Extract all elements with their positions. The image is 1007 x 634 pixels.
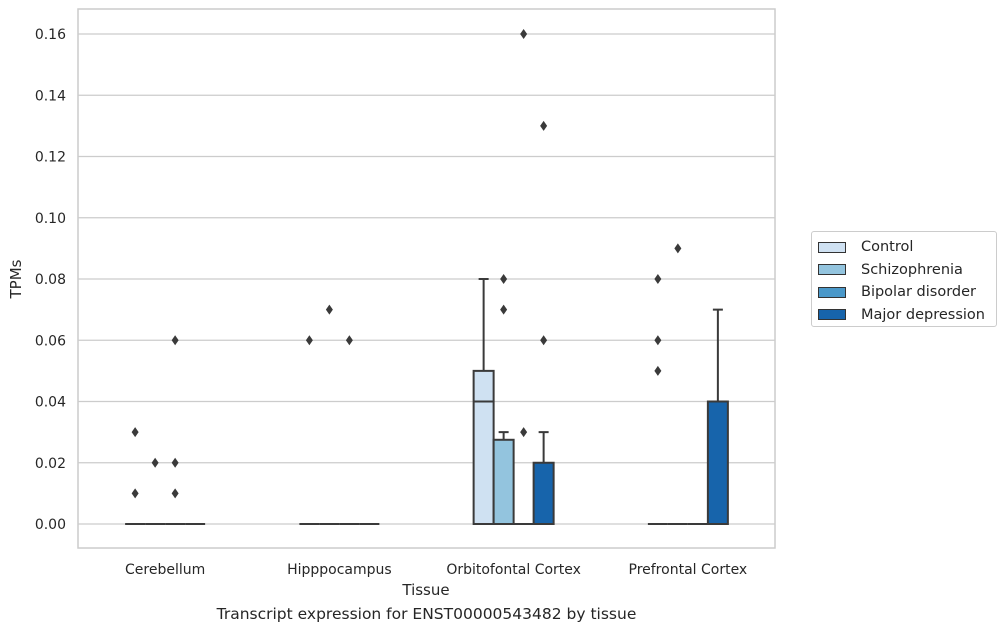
flier-point bbox=[654, 335, 662, 346]
grid-lines bbox=[78, 33, 775, 525]
legend-swatch bbox=[818, 309, 846, 321]
flier-point bbox=[540, 120, 548, 131]
legend-label: Bipolar disorder bbox=[861, 284, 976, 301]
box bbox=[532, 461, 555, 525]
legend-label: Control bbox=[861, 239, 914, 256]
y-tick-label: 0.10 bbox=[35, 211, 66, 227]
y-tick-labels: 0.00 0.02 0.04 0.06 0.08 0.10 0.12 0.14 0.16 bbox=[35, 27, 66, 533]
chart-caption: Transcript expression for ENST0000054348… bbox=[216, 605, 637, 623]
y-tick-label: 0.16 bbox=[35, 27, 66, 43]
flier-point bbox=[520, 427, 528, 438]
legend-swatch bbox=[818, 264, 846, 276]
y-tick-label: 0.00 bbox=[35, 517, 66, 533]
y-tick-label: 0.12 bbox=[35, 150, 66, 166]
legend-label: Major depression bbox=[861, 306, 985, 323]
y-tick-label: 0.08 bbox=[35, 272, 66, 288]
flier-layer bbox=[131, 29, 682, 499]
x-axis-label: Tissue bbox=[401, 581, 449, 599]
flier-point bbox=[654, 274, 662, 284]
flier-point bbox=[305, 335, 313, 346]
flier-point bbox=[540, 335, 548, 346]
y-tick-label: 0.06 bbox=[35, 333, 66, 349]
x-tick-label: Orbitofontal Cortex bbox=[446, 562, 581, 578]
flier-point bbox=[345, 335, 353, 346]
x-tick-label: Hipppocampus bbox=[287, 562, 392, 578]
x-tick-label: Prefrontal Cortex bbox=[629, 562, 748, 578]
flier-point bbox=[674, 243, 682, 254]
flier-point bbox=[151, 457, 159, 468]
legend-swatch bbox=[818, 286, 846, 298]
legend-item: Control bbox=[818, 236, 996, 259]
flier-point bbox=[654, 365, 662, 376]
plot-frame bbox=[77, 8, 776, 549]
legend-item: Schizophrenia bbox=[818, 259, 996, 282]
legend: Control Schizophrenia Bipolar disorder Majo… bbox=[811, 231, 997, 327]
y-tick-label: 0.02 bbox=[35, 456, 66, 472]
box bbox=[472, 369, 495, 525]
legend-item: Bipolar disorder bbox=[818, 281, 996, 304]
legend-swatch bbox=[818, 241, 846, 253]
flier-point bbox=[171, 335, 179, 346]
flier-point bbox=[520, 29, 528, 39]
y-axis-label: TPMs bbox=[7, 259, 25, 299]
flier-point bbox=[131, 488, 139, 499]
box bbox=[492, 438, 515, 525]
x-tick-labels: Cerebellum Hipppocampus Orbitofontal Corte… bbox=[125, 562, 747, 578]
flier-point bbox=[325, 304, 333, 315]
flier-point bbox=[171, 457, 179, 468]
legend-label: Schizophrenia bbox=[861, 261, 963, 278]
flier-point bbox=[500, 304, 508, 315]
legend-item: Major depression bbox=[818, 304, 996, 327]
flier-point bbox=[171, 488, 179, 499]
y-tick-label: 0.04 bbox=[35, 395, 66, 411]
box-layer bbox=[125, 278, 729, 525]
flier-point bbox=[131, 427, 139, 438]
flier-point bbox=[500, 274, 508, 284]
x-tick-label: Cerebellum bbox=[125, 562, 205, 578]
y-tick-label: 0.14 bbox=[35, 88, 66, 104]
box bbox=[706, 400, 729, 525]
